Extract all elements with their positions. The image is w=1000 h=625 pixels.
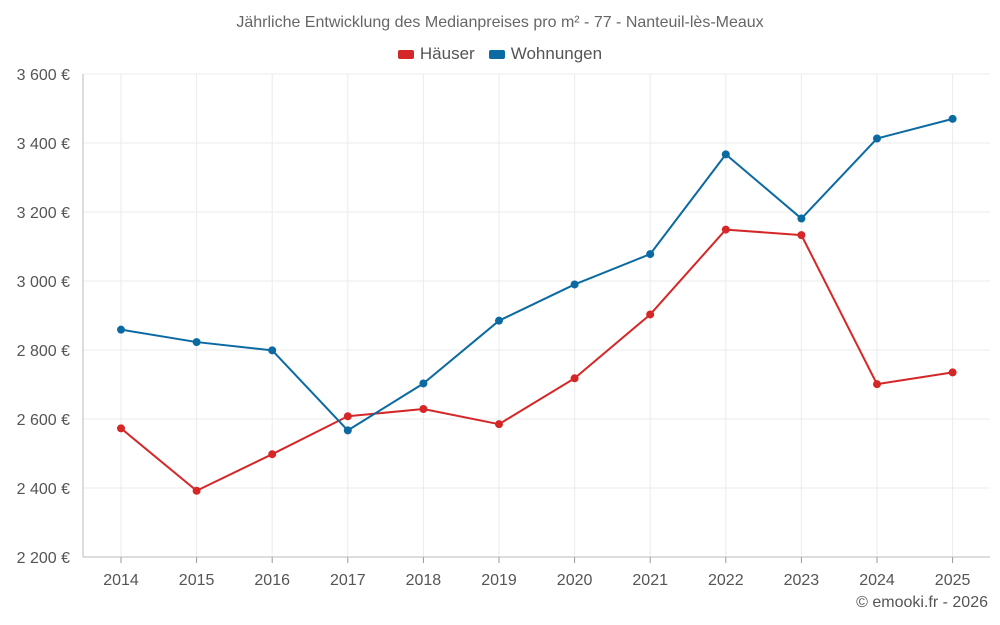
data-point-haeuser-2015[interactable] [192,486,201,495]
legend-swatch-haeuser [397,49,414,59]
data-point-wohnungen-2019[interactable] [495,316,503,325]
data-point-wohnungen-2020[interactable] [570,280,579,289]
data-point-wohnungen-2025[interactable] [948,114,957,123]
series-group [117,114,957,495]
x-tick-label: 2020 [557,572,593,589]
data-point-haeuser-2024[interactable] [873,380,881,389]
data-point-haeuser-2021[interactable] [646,310,655,319]
data-point-haeuser-2023[interactable] [797,231,806,240]
x-axis-labels: 2014 2015 2016 2017 2018 2019 2020 2021 2022 2023… [103,572,970,589]
data-point-wohnungen-2023[interactable] [797,214,806,223]
y-tick-label: 2 600 € [17,412,70,429]
y-tick-label: 3 000 € [17,274,70,291]
axes [82,74,990,563]
credit-text: © emooki.fr - 2026 [856,594,988,611]
data-point-haeuser-2022[interactable] [721,225,730,234]
x-tick-label: 2022 [708,572,744,589]
legend: Häuser Wohnungen [0,44,1000,64]
legend-label-wohnungen: Wohnungen [510,44,603,63]
series-line-haeuser [120,228,953,492]
data-point-haeuser-2019[interactable] [495,420,503,429]
x-tick-label: 2023 [784,572,820,589]
x-tick-label: 2018 [406,572,442,589]
x-tick-label: 2019 [481,572,517,589]
data-point-haeuser-2018[interactable] [419,404,428,413]
data-point-haeuser-2017[interactable] [343,412,352,421]
data-point-wohnungen-2017[interactable] [343,426,352,435]
y-axis-labels: 2 200 € 2 400 € 2 600 € 2 800 € 3 000 € 3 200… [17,67,70,567]
legend-swatch-wohnungen [488,49,505,59]
x-tick-label: 2024 [859,572,895,589]
grid-lines [83,73,990,558]
y-tick-label: 2 200 € [17,550,70,567]
x-tick-label: 2016 [254,572,290,589]
x-tick-label: 2021 [632,572,668,589]
data-point-haeuser-2016[interactable] [268,450,277,459]
y-tick-label: 2 400 € [17,481,70,498]
data-point-wohnungen-2018[interactable] [419,379,428,388]
x-tick-label: 2014 [103,572,139,589]
data-point-wohnungen-2021[interactable] [646,250,655,259]
y-tick-label: 3 200 € [17,205,70,222]
data-point-wohnungen-2022[interactable] [721,150,730,159]
series-line-wohnungen [120,117,953,432]
data-point-wohnungen-2015[interactable] [192,338,201,347]
data-point-haeuser-2025[interactable] [948,368,957,377]
y-tick-label: 3 400 € [17,136,70,153]
data-point-haeuser-2014[interactable] [117,424,125,433]
x-tick-label: 2025 [935,572,971,589]
x-tick-label: 2015 [179,572,215,589]
y-tick-label: 3 600 € [17,67,70,84]
chart-title: Jährliche Entwicklung des Medianpreises … [236,14,764,31]
data-point-haeuser-2020[interactable] [570,374,579,383]
data-point-wohnungen-2014[interactable] [117,325,125,334]
legend-label-haeuser: Häuser [419,44,475,63]
legend-item-wohnungen[interactable]: Wohnungen [488,44,603,64]
y-tick-label: 2 800 € [17,343,70,360]
legend-item-haeuser[interactable]: Häuser [397,44,475,64]
data-point-wohnungen-2024[interactable] [873,134,881,143]
data-point-wohnungen-2016[interactable] [268,346,277,355]
x-tick-label: 2017 [330,572,366,589]
